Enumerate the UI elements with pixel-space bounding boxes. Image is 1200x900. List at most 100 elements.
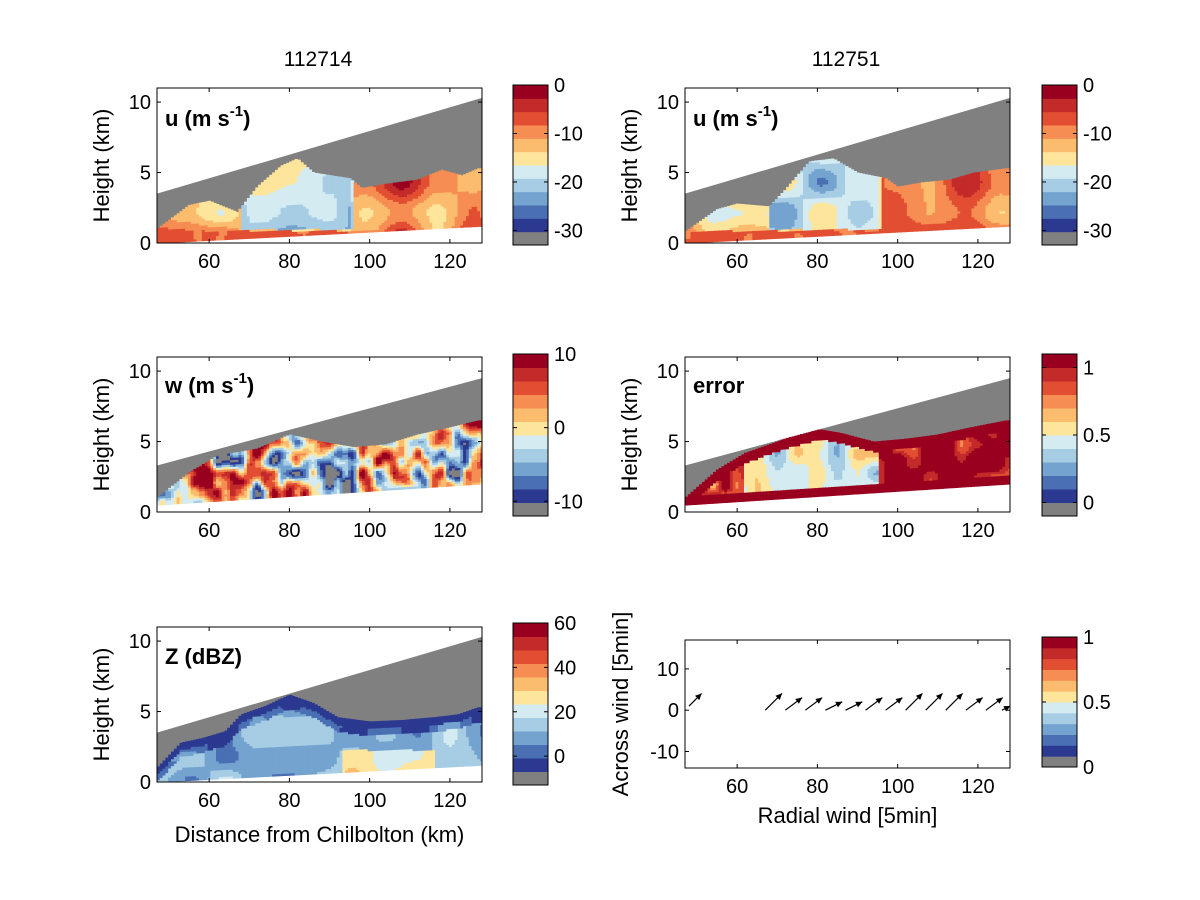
field-cell	[971, 173, 975, 177]
field-cell	[437, 201, 442, 205]
field-cell	[165, 221, 169, 223]
field-cell	[960, 190, 964, 194]
field-cell	[463, 211, 467, 215]
field-cell	[263, 179, 268, 182]
field-cell	[314, 223, 318, 227]
field-cell	[901, 197, 905, 201]
field-cell	[311, 194, 315, 198]
field-cell	[297, 204, 301, 207]
field-cell	[853, 171, 857, 174]
field-cell	[974, 214, 978, 218]
field-cell	[825, 208, 829, 212]
field-cell	[794, 221, 798, 225]
field-cell	[836, 201, 841, 205]
field-cell	[918, 188, 922, 191]
field-cell	[423, 206, 428, 210]
field-cell	[895, 202, 899, 206]
field-cell	[960, 199, 964, 203]
field-cell	[788, 199, 793, 203]
field-cell	[336, 204, 341, 208]
field-cell	[867, 222, 871, 226]
field-cell	[204, 233, 209, 237]
field-cell	[376, 188, 380, 192]
field-cell	[173, 239, 178, 243]
field-cell	[210, 204, 214, 207]
field-cell	[718, 238, 723, 242]
field-cell	[471, 219, 475, 223]
field-cell	[319, 220, 324, 224]
field-cell	[319, 223, 324, 227]
field-cell	[878, 226, 883, 229]
field-cell	[322, 225, 327, 229]
field-cell	[350, 226, 355, 229]
field-cell	[808, 216, 812, 220]
field-cell	[387, 199, 391, 203]
field-cell	[370, 202, 374, 206]
field-cell	[294, 201, 298, 205]
field-cell	[412, 180, 416, 183]
field-cell	[322, 200, 327, 204]
field-cell	[437, 178, 442, 182]
field-cell	[957, 210, 961, 214]
field-cell	[839, 216, 843, 220]
field-cell	[333, 195, 338, 199]
field-cell	[738, 237, 742, 241]
field-cell	[744, 228, 748, 232]
field-cell	[845, 209, 849, 213]
field-cell	[331, 231, 335, 235]
field-cell	[333, 188, 338, 192]
field-cell	[435, 176, 439, 180]
field-cell	[328, 182, 332, 186]
field-cell	[814, 211, 818, 215]
field-cell	[331, 186, 335, 190]
field-cell	[763, 232, 767, 235]
field-cell	[836, 203, 841, 207]
field-cell	[957, 199, 961, 203]
field-cell	[943, 222, 947, 226]
field-cell	[817, 195, 821, 199]
field-cell	[353, 196, 357, 200]
field-cell	[788, 221, 793, 225]
field-cell	[870, 213, 874, 216]
field-cell	[446, 180, 450, 184]
field-cell	[867, 183, 871, 187]
field-cell	[286, 213, 290, 217]
field-cell	[252, 233, 256, 237]
field-cell	[446, 209, 450, 213]
field-cell	[951, 202, 956, 205]
field-cell	[758, 205, 762, 209]
field-cell	[474, 219, 478, 223]
field-cell	[474, 201, 478, 205]
field-cell	[350, 228, 355, 232]
field-cell	[244, 218, 248, 221]
field-cell	[317, 218, 321, 222]
field-cell	[173, 237, 178, 241]
field-cell	[435, 226, 439, 230]
field-cell	[968, 219, 973, 222]
field-cell	[836, 167, 841, 171]
field-cell	[395, 210, 400, 214]
field-cell	[454, 189, 459, 192]
field-cell	[699, 220, 703, 223]
field-cell	[904, 213, 908, 217]
field-cell	[833, 163, 838, 166]
field-cell	[817, 222, 821, 226]
field-cell	[303, 203, 307, 207]
field-cell	[454, 195, 459, 199]
field-cell	[277, 227, 282, 231]
field-cell	[173, 217, 178, 221]
field-cell	[317, 214, 321, 218]
field-cell	[289, 215, 293, 219]
field-cell	[833, 196, 838, 200]
field-cell	[446, 189, 450, 193]
field-cell	[732, 238, 737, 242]
field-cell	[415, 211, 419, 215]
field-cell	[289, 186, 293, 190]
field-cell	[788, 192, 793, 196]
field-cell	[241, 236, 245, 240]
field-cell	[918, 185, 922, 189]
field-cell	[423, 184, 428, 187]
field-cell	[774, 224, 779, 228]
field-cell	[769, 216, 773, 219]
field-cell	[356, 205, 360, 209]
